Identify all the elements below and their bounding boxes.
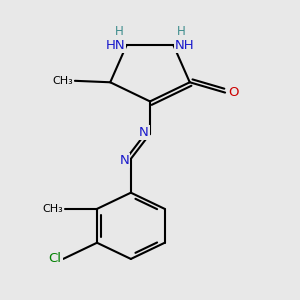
Text: H: H: [176, 25, 185, 38]
Text: N: N: [139, 126, 148, 139]
Text: H: H: [115, 25, 124, 38]
Text: O: O: [228, 86, 238, 99]
Text: Cl: Cl: [49, 252, 62, 266]
Text: CH₃: CH₃: [42, 204, 63, 214]
Text: N: N: [120, 154, 129, 167]
Text: CH₃: CH₃: [53, 76, 74, 86]
Text: NH: NH: [175, 39, 195, 52]
Text: HN: HN: [105, 39, 125, 52]
